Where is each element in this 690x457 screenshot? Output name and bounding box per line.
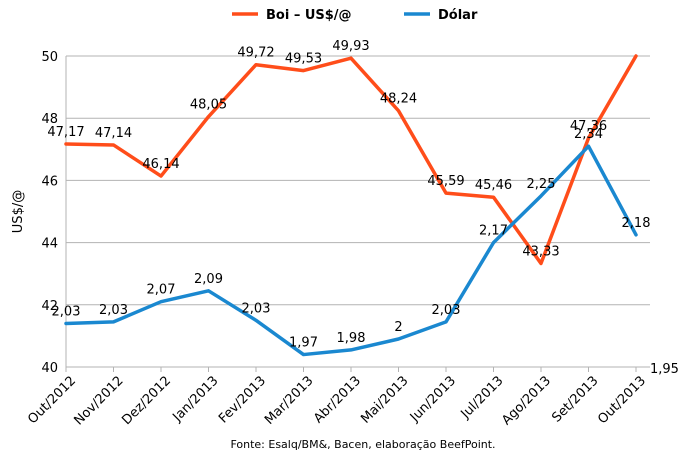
- x-tick-label: Nov/2012: [72, 373, 127, 428]
- data-label: 47,36: [570, 119, 607, 134]
- data-label: 49,72: [237, 46, 274, 61]
- data-label: 2,03: [242, 301, 271, 316]
- data-label: 1,97: [289, 336, 318, 351]
- x-tick-label: Out/2012: [25, 373, 79, 427]
- data-label: 2,18: [622, 216, 651, 231]
- data-label: 45,59: [427, 174, 464, 189]
- x-tick-label: Set/2013: [549, 373, 601, 425]
- data-label: 49,93: [332, 39, 369, 54]
- data-label: 45,46: [475, 178, 512, 193]
- x-tick-label: Jul/2013: [458, 373, 507, 422]
- data-label: 47,17: [47, 125, 84, 140]
- y-tick-label: 40: [41, 361, 58, 376]
- data-label: 2,07: [147, 283, 176, 298]
- data-label: 2,25: [527, 177, 556, 192]
- series-line-1: [64, 144, 638, 357]
- y-tick-label: 44: [41, 237, 58, 252]
- x-tick-label: Jun/2013: [407, 373, 459, 425]
- x-tick-label: Mar/2013: [262, 373, 316, 427]
- data-label: 2,03: [99, 303, 128, 318]
- y-axis-ticks: 40 42 44 46 48 50: [41, 50, 58, 376]
- y-tick-label: 42: [41, 299, 58, 314]
- x-tick-label: Ago/2013: [499, 373, 554, 428]
- data-label: 2,34: [574, 127, 603, 142]
- x-tick-label: Mai/2013: [358, 373, 411, 426]
- legend: Boi – US$/@ Dólar: [232, 8, 478, 23]
- data-label: 1,98: [337, 331, 366, 346]
- x-tick-label: Jan/2013: [170, 373, 222, 425]
- y-axis-label: US$/@: [11, 190, 26, 233]
- data-label: 49,53: [285, 52, 322, 67]
- x-tick-label: Out/2013: [595, 373, 649, 427]
- data-label: 48,24: [380, 92, 417, 107]
- y-tick-label: 50: [41, 50, 58, 65]
- x-tick-label: Fev/2013: [216, 373, 269, 426]
- series-lines: [64, 54, 638, 357]
- data-label: 2,09: [194, 272, 223, 287]
- data-label: 2,17: [479, 224, 508, 239]
- data-label: 2: [394, 320, 402, 335]
- series-line-0: [64, 54, 638, 266]
- grid-lines: [65, 55, 650, 372]
- legend-label: Boi – US$/@: [266, 8, 352, 23]
- x-axis-ticks: Out/2012Nov/2012Dez/2012Jan/2013Fev/2013…: [25, 373, 649, 428]
- data-label: 46,14: [142, 157, 179, 172]
- source-note: Fonte: Esalq/BM&, Bacen, elaboração Beef…: [230, 438, 495, 451]
- extra-data-label: 1,95: [650, 362, 679, 377]
- data-labels: 47,17 47,14 46,14 48,05 49,72 49,53 49,93 48,24…: [47, 39, 650, 350]
- y-tick-label: 46: [41, 174, 58, 189]
- x-tick-label: Abr/2013: [311, 373, 364, 426]
- data-label: 2,03: [52, 304, 81, 319]
- data-label: 2,03: [432, 303, 461, 318]
- y-tick-label: 48: [41, 112, 58, 127]
- legend-label: Dólar: [438, 8, 478, 23]
- x-tick-label: Dez/2012: [119, 373, 174, 428]
- data-label: 43,33: [522, 244, 559, 259]
- data-label: 47,14: [95, 126, 132, 141]
- data-label: 48,05: [190, 98, 227, 113]
